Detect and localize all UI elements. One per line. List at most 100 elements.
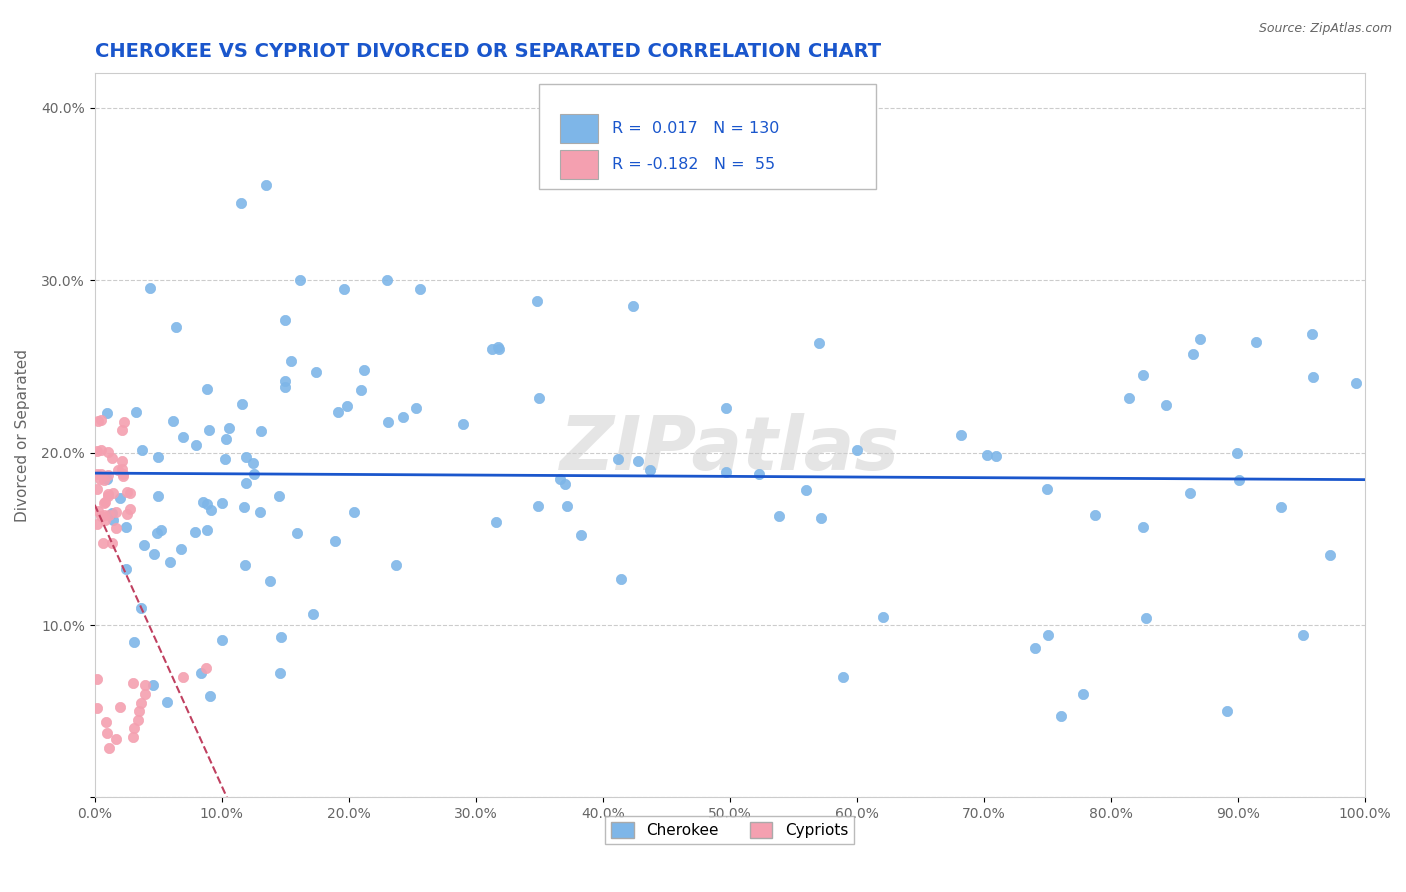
Text: R =  0.017   N = 130: R = 0.017 N = 130: [612, 121, 779, 136]
Point: [451, 417, 474, 431]
Point: [274, 374, 297, 388]
Point: [1346, 376, 1368, 391]
Point: [986, 449, 1008, 463]
Point: [143, 547, 166, 561]
Point: [96, 726, 118, 740]
Point: [197, 497, 219, 511]
Point: [810, 511, 832, 525]
Point: [104, 521, 127, 535]
Point: [557, 499, 579, 513]
Point: [259, 574, 281, 589]
Point: [267, 489, 290, 503]
Point: [200, 502, 222, 516]
Point: [274, 380, 297, 394]
Point: [1302, 369, 1324, 384]
Point: [184, 438, 207, 452]
Point: [96, 472, 118, 486]
Point: [101, 536, 124, 550]
Point: [949, 427, 972, 442]
Point: [1178, 486, 1201, 500]
Point: [231, 397, 253, 411]
Point: [112, 415, 135, 429]
Point: [1024, 640, 1046, 655]
Point: [242, 467, 264, 481]
Point: [627, 453, 650, 467]
Point: [194, 661, 217, 675]
Point: [214, 452, 236, 467]
Point: [768, 509, 790, 524]
Point: [1132, 520, 1154, 534]
Point: [548, 472, 571, 486]
Point: [90, 467, 112, 481]
Point: [233, 500, 256, 514]
Point: [831, 670, 853, 684]
Point: [159, 555, 181, 569]
Point: [377, 416, 399, 430]
Point: [609, 572, 631, 586]
Point: [1132, 368, 1154, 382]
Point: [1227, 473, 1250, 487]
Point: [527, 391, 550, 405]
Point: [481, 343, 503, 357]
Point: [156, 695, 179, 709]
Point: [86, 482, 108, 496]
Point: [1292, 628, 1315, 642]
Point: [242, 456, 264, 470]
Point: [111, 462, 134, 476]
Point: [249, 505, 271, 519]
Point: [235, 475, 257, 490]
Point: [716, 401, 738, 415]
Point: [101, 506, 124, 520]
Point: [195, 382, 218, 396]
Point: [90, 413, 112, 427]
Point: [323, 533, 346, 548]
Point: [976, 448, 998, 462]
Text: CHEROKEE VS CYPRIOT DIVORCED OR SEPARATED CORRELATION CHART: CHEROKEE VS CYPRIOT DIVORCED OR SEPARATE…: [94, 42, 880, 61]
Point: [129, 601, 152, 615]
Point: [215, 432, 238, 446]
Point: [623, 299, 645, 313]
Point: [149, 523, 172, 537]
Point: [139, 281, 162, 295]
Point: [121, 730, 143, 744]
Point: [485, 515, 508, 529]
Point: [94, 513, 117, 527]
Point: [87, 504, 110, 518]
Point: [134, 678, 156, 692]
Point: [1244, 334, 1267, 349]
FancyBboxPatch shape: [560, 114, 598, 144]
Point: [118, 501, 141, 516]
Point: [111, 423, 134, 437]
Point: [101, 451, 124, 466]
Point: [796, 483, 818, 498]
Point: [1301, 326, 1323, 341]
Point: [122, 635, 145, 649]
Point: [97, 467, 120, 482]
Point: [86, 467, 108, 482]
Point: [86, 516, 108, 531]
Text: ZIPatlas: ZIPatlas: [560, 413, 900, 486]
Point: [86, 443, 108, 458]
Point: [1036, 628, 1059, 642]
Point: [526, 294, 548, 309]
Point: [807, 335, 830, 350]
Point: [128, 704, 150, 718]
Point: [607, 452, 630, 467]
Point: [197, 523, 219, 537]
Point: [86, 701, 108, 715]
Point: [101, 513, 124, 527]
Point: [1135, 611, 1157, 625]
Point: [716, 465, 738, 479]
Point: [211, 632, 233, 647]
Text: R = -0.182   N =  55: R = -0.182 N = 55: [612, 157, 775, 171]
Point: [405, 401, 427, 415]
Point: [90, 442, 112, 457]
Point: [112, 468, 135, 483]
Point: [94, 494, 117, 508]
Point: [280, 354, 302, 368]
Point: [111, 467, 134, 481]
Point: [162, 414, 184, 428]
Point: [97, 740, 120, 755]
Point: [96, 445, 118, 459]
Point: [200, 689, 222, 703]
